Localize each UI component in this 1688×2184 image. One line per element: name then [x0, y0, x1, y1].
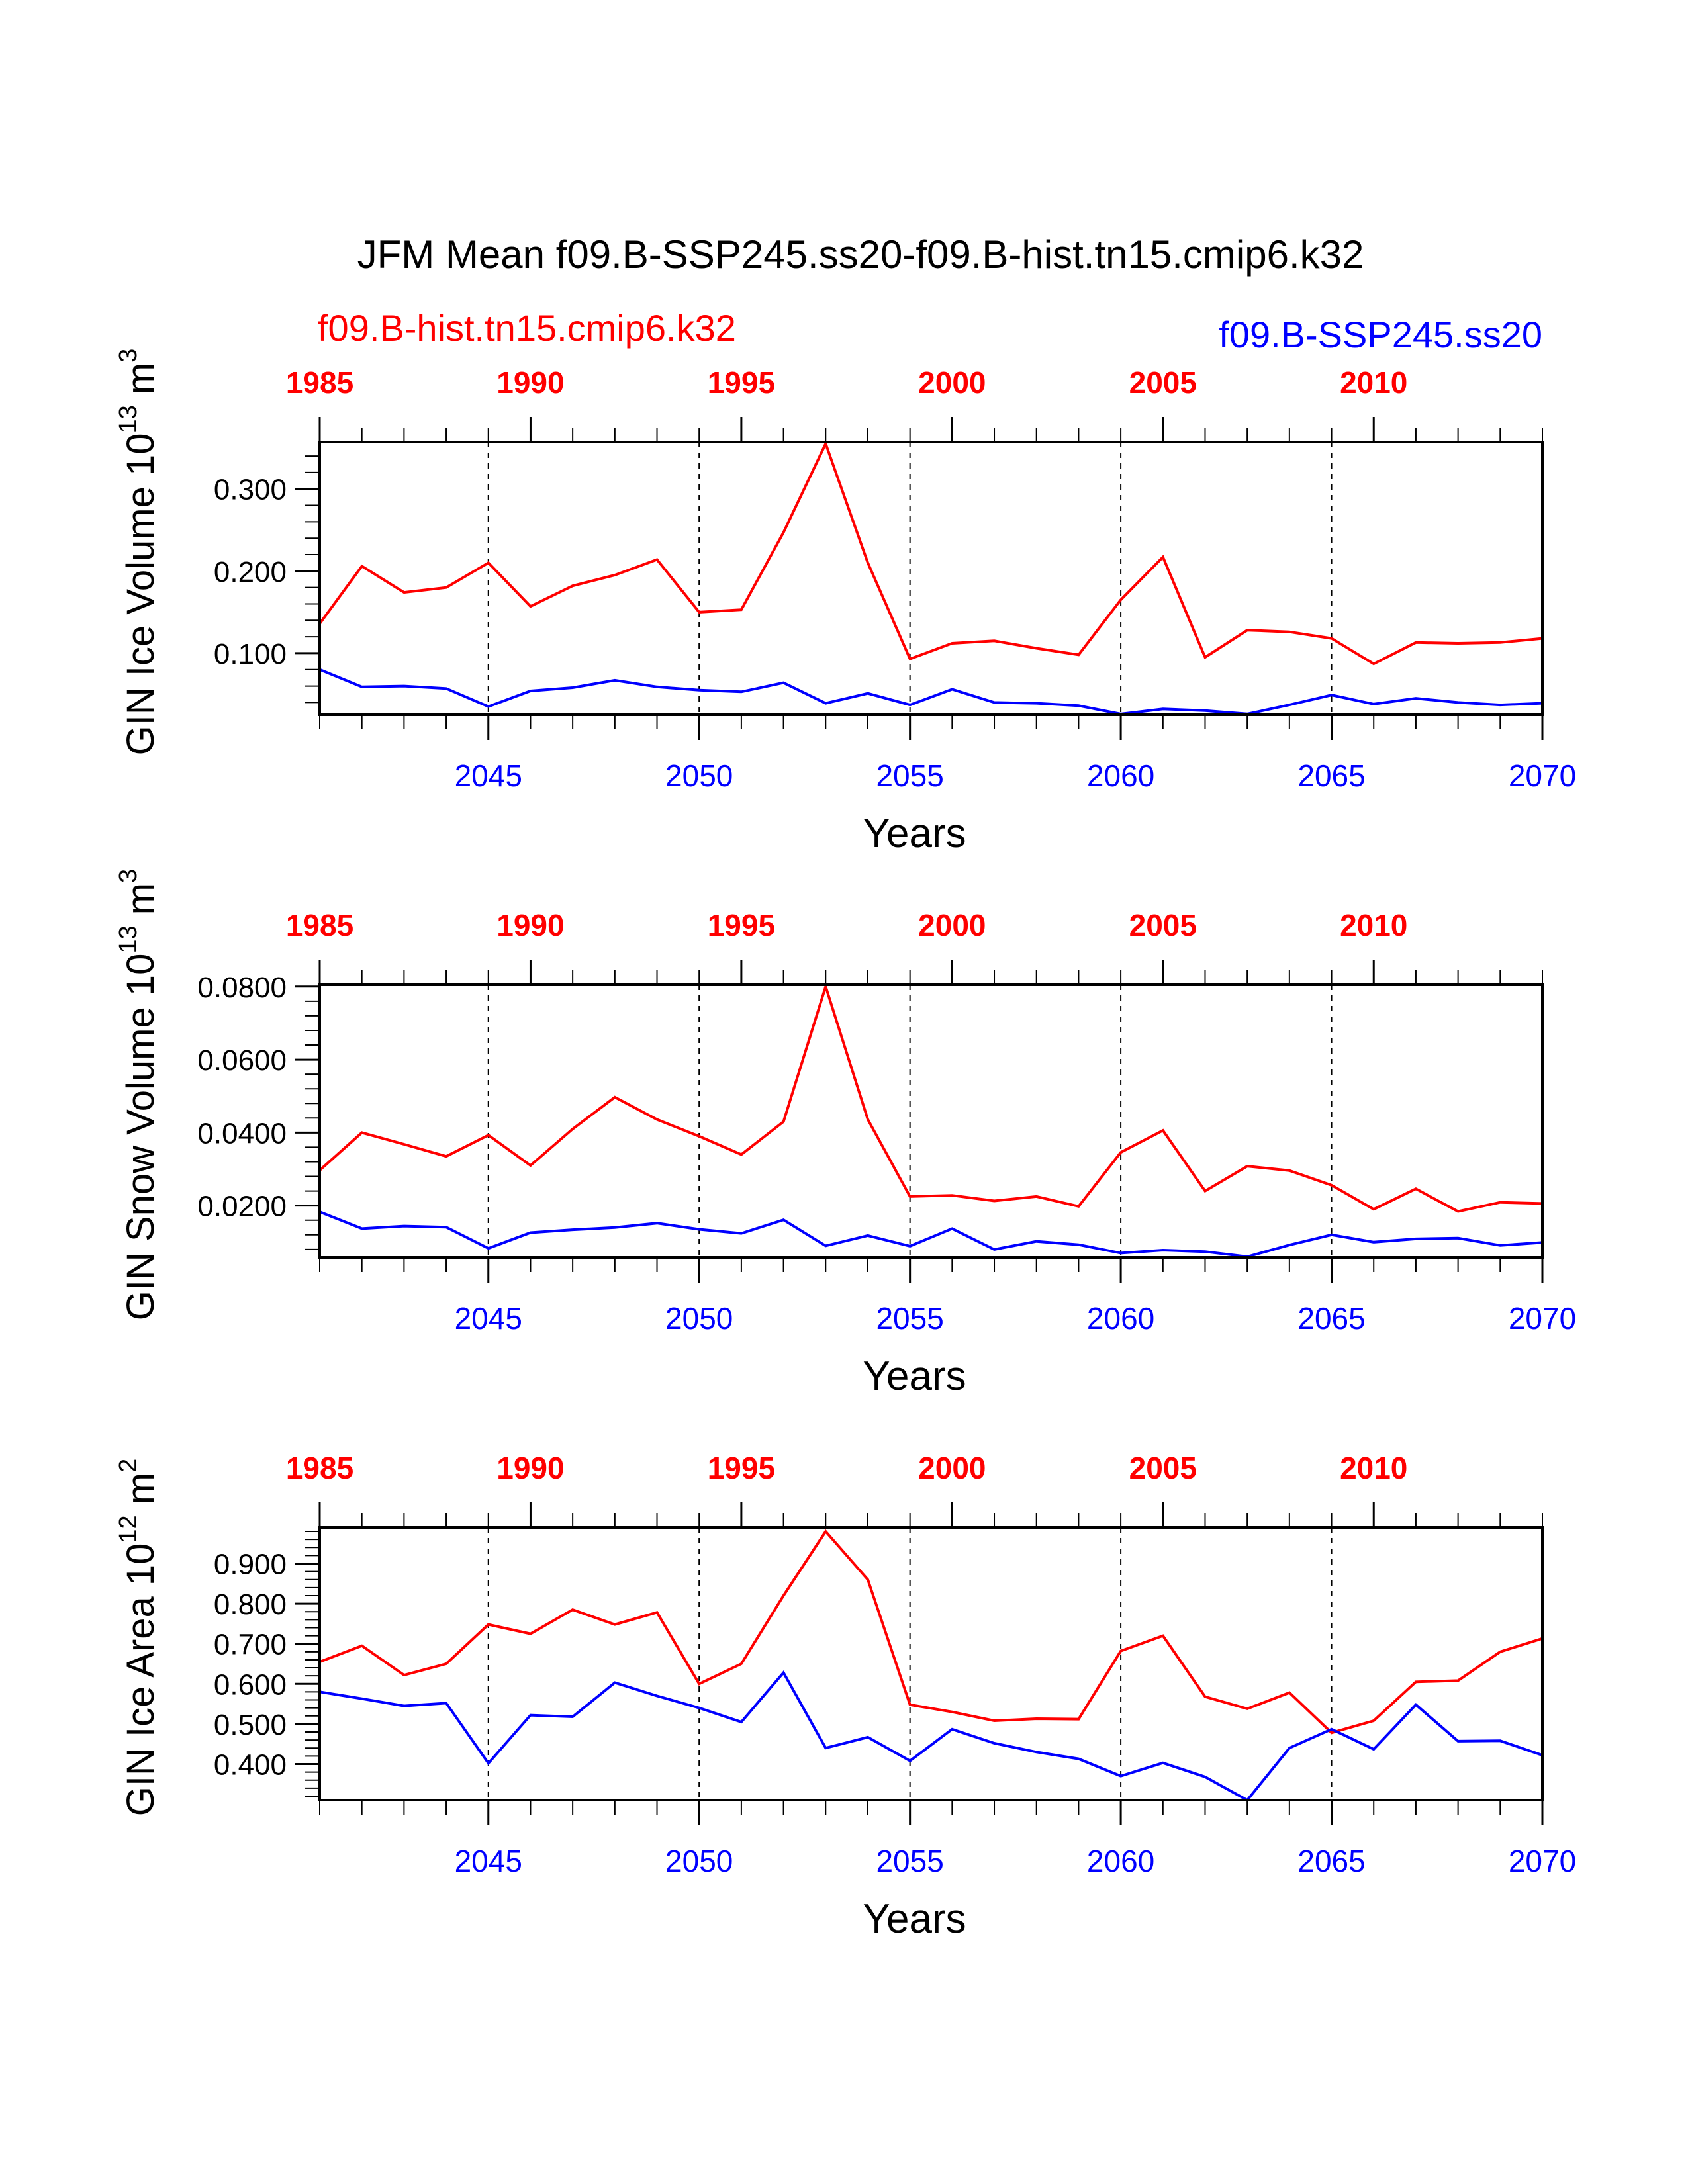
- hist-year-label: 1985: [286, 365, 353, 400]
- y-tick-label: 0.100: [214, 638, 287, 670]
- hist-year-label: 1985: [286, 908, 353, 942]
- ssp-year-label: 2060: [1087, 1301, 1154, 1336]
- ssp-series-line: [320, 1210, 1542, 1258]
- y-tick-label: 0.500: [214, 1709, 287, 1741]
- x-axis-title: Years: [863, 1896, 966, 1942]
- hist-year-label: 1995: [708, 908, 775, 942]
- hist-year-label: 2005: [1129, 1451, 1197, 1485]
- hist-year-label: 2010: [1340, 365, 1407, 400]
- ssp-year-label: 2065: [1297, 1301, 1365, 1336]
- hist-year-label: 1985: [286, 1451, 353, 1485]
- hist-year-label: 2010: [1340, 1451, 1407, 1485]
- hist-year-label: 1995: [708, 365, 775, 400]
- ssp-year-label: 2070: [1509, 1301, 1576, 1336]
- figure-title: JFM Mean f09.B-SSP245.ss20-f09.B-hist.tn…: [357, 232, 1364, 277]
- hist-year-label: 1990: [496, 365, 564, 400]
- ssp-year-label: 2055: [876, 1301, 943, 1336]
- hist-year-label: 2000: [918, 1451, 986, 1485]
- y-tick-label: 0.900: [214, 1549, 287, 1581]
- hist-year-label: 2000: [918, 365, 986, 400]
- y-tick-label: 0.0800: [197, 972, 287, 1004]
- panel-1: 0.100 0.200 0.300 2045 2050 2055 2060 2065 2070 1…: [115, 349, 1576, 856]
- y-tick-label: 0.600: [214, 1668, 287, 1701]
- hist-year-label: 1995: [708, 1451, 775, 1485]
- ssp-year-label: 2070: [1509, 758, 1576, 793]
- hist-year-label: 2010: [1340, 908, 1407, 942]
- y-tick-label: 0.400: [214, 1749, 287, 1781]
- hist-run-label: f09.B-hist.tn15.cmip6.k32: [318, 307, 736, 349]
- hist-year-label: 2005: [1129, 908, 1197, 942]
- y-tick-label: 0.300: [214, 474, 287, 506]
- y-tick-label: 0.800: [214, 1588, 287, 1621]
- y-tick-label: 0.0200: [197, 1191, 287, 1223]
- panel-3: 0.400 0.500 0.600 0.700 0.800 0.900 2045 2050 20…: [115, 1451, 1576, 1942]
- y-tick-label: 0.0600: [197, 1044, 287, 1077]
- hist-year-label: 1990: [496, 1451, 564, 1485]
- ssp-year-label: 2045: [455, 758, 522, 793]
- y-tick-label: 0.0400: [197, 1117, 287, 1150]
- x-axis-title: Years: [863, 1353, 966, 1399]
- ssp-year-label: 2045: [455, 1844, 522, 1878]
- ssp-year-label: 2055: [876, 758, 943, 793]
- y-axis-title: GIN Ice Area 1012 m2: [115, 1459, 162, 1817]
- ssp-run-label: f09.B-SSP245.ss20: [1219, 314, 1542, 355]
- ssp-year-label: 2065: [1297, 758, 1365, 793]
- ssp-year-label: 2050: [665, 1301, 733, 1336]
- panel-2: 0.0200 0.0400 0.0600 0.0800 2045 2050 2055 2060…: [115, 869, 1576, 1399]
- y-axis-title: GIN Snow Volume 1013 m3: [115, 869, 162, 1320]
- ssp-year-label: 2065: [1297, 1844, 1365, 1878]
- hist-year-label: 2000: [918, 908, 986, 942]
- hist-year-label: 1990: [496, 908, 564, 942]
- x-axis-title: Years: [863, 811, 966, 856]
- ssp-year-label: 2060: [1087, 758, 1154, 793]
- y-tick-label: 0.700: [214, 1629, 287, 1661]
- ssp-year-label: 2050: [665, 758, 733, 793]
- ssp-series-line: [320, 1670, 1542, 1801]
- hist-series-line: [320, 441, 1542, 666]
- ssp-year-label: 2070: [1509, 1844, 1576, 1878]
- ssp-year-label: 2060: [1087, 1844, 1154, 1878]
- ssp-year-label: 2045: [455, 1301, 522, 1336]
- y-axis-title: GIN Ice Volume 1013 m3: [115, 349, 162, 756]
- y-tick-label: 0.200: [214, 556, 287, 588]
- plot-frame: [318, 1526, 1544, 1801]
- hist-series-line: [320, 1529, 1542, 1735]
- panels-group: 0.100 0.200 0.300 2045 2050 2055 2060 2065 2070 1…: [115, 349, 1576, 1942]
- plot-frame: [318, 983, 1544, 1259]
- ssp-year-label: 2055: [876, 1844, 943, 1878]
- hist-series-line: [320, 983, 1542, 1213]
- ssp-year-label: 2050: [665, 1844, 733, 1878]
- hist-year-label: 2005: [1129, 365, 1197, 400]
- plot-frame: [318, 441, 1544, 716]
- ssp-series-line: [320, 668, 1542, 715]
